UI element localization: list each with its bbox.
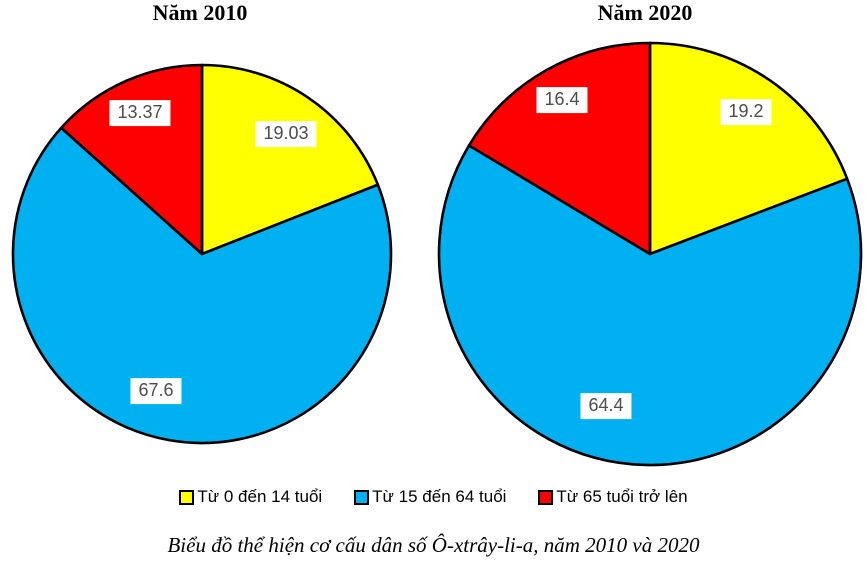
legend-swatch-icon <box>179 489 195 505</box>
chart-caption: Biểu đồ thể hiện cơ cấu dân số Ô-xtrây-l… <box>167 533 700 557</box>
legend-item: Từ 15 đến 64 tuổi <box>354 487 506 507</box>
pie-title-2020: Năm 2020 <box>597 0 693 25</box>
legend-label: Từ 15 đến 64 tuổi <box>372 487 507 506</box>
pie-1-slice-0 <box>648 41 849 256</box>
pie-title-2010: Năm 2010 <box>152 0 248 25</box>
pie-0-slice-0 <box>200 63 380 256</box>
legend-swatch-icon <box>538 489 554 505</box>
legend-label: Từ 0 đến 14 tuổi <box>197 487 323 506</box>
legend-label: Từ 65 tuổi trở lên <box>556 487 688 506</box>
pie-1-slice-1 <box>437 144 863 467</box>
slice-value-label: 64.4 <box>580 393 632 419</box>
slice-value-label: 16.4 <box>536 87 588 113</box>
slice-value-label: 67.6 <box>130 378 182 404</box>
legend: Từ 0 đến 14 tuổi Từ 15 đến 64 tuổi Từ 65 t… <box>0 487 867 507</box>
slice-value-label: 13.37 <box>109 100 171 126</box>
legend-item: Từ 0 đến 14 tuổi <box>179 487 322 507</box>
slice-value-label: 19.03 <box>255 121 317 147</box>
slice-value-label: 19.2 <box>720 99 772 125</box>
legend-item: Từ 65 tuổi trở lên <box>538 487 688 507</box>
pie-1-slice-2 <box>467 41 652 256</box>
legend-swatch-icon <box>354 489 370 505</box>
pie-0-slice-1 <box>11 126 393 445</box>
